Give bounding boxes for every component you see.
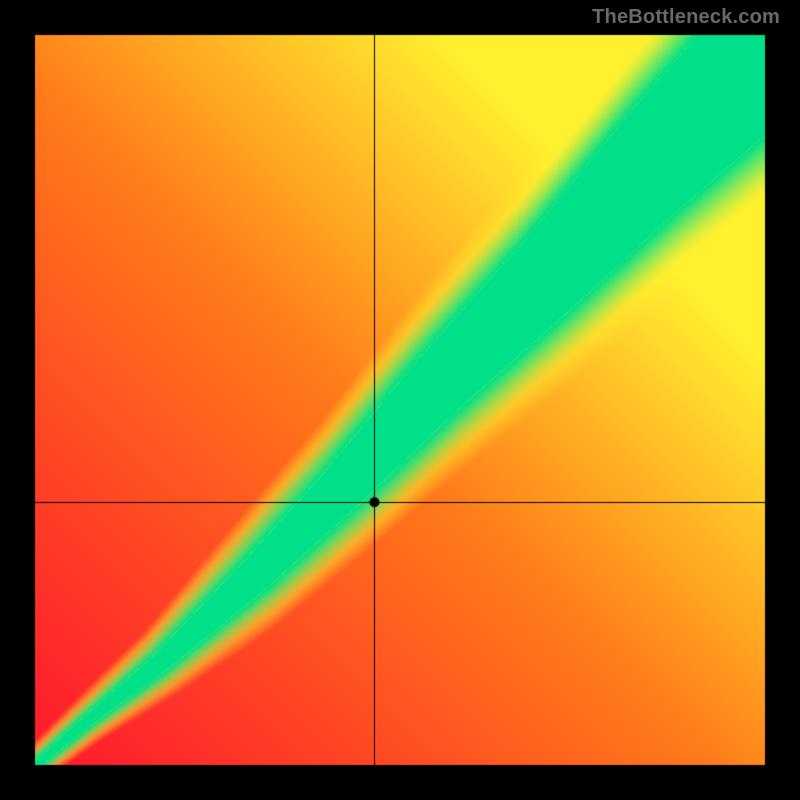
watermark-text: TheBottleneck.com: [592, 6, 780, 29]
chart-container: TheBottleneck.com: [0, 0, 800, 800]
heatmap-canvas: [0, 0, 800, 800]
